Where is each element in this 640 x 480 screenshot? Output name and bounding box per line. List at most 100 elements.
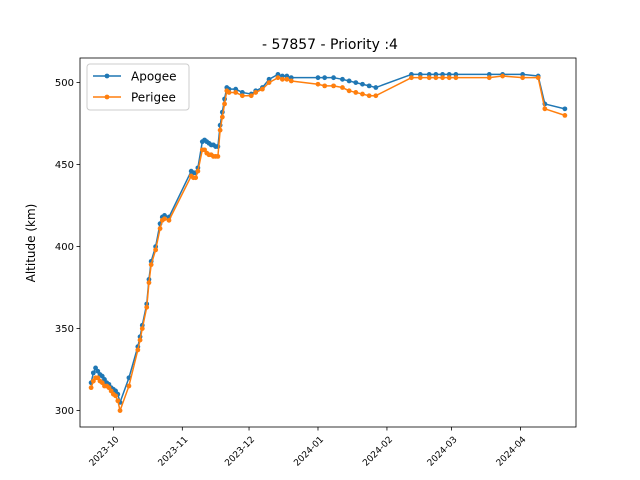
data-point-perigee bbox=[222, 101, 227, 107]
series-layer bbox=[88, 72, 568, 413]
data-point-apogee bbox=[433, 72, 439, 77]
data-point-perigee bbox=[520, 75, 526, 81]
data-point-apogee bbox=[266, 76, 272, 82]
data-point-perigee bbox=[146, 280, 152, 286]
data-point-perigee bbox=[542, 106, 548, 112]
data-point-perigee bbox=[195, 168, 201, 174]
axes-frame bbox=[79, 57, 577, 428]
x-tick-label: 2024-04 bbox=[495, 435, 529, 469]
data-point-apogee bbox=[90, 370, 96, 376]
data-point-apogee bbox=[322, 75, 328, 81]
y-tick-label: 300 bbox=[55, 406, 74, 417]
data-point-apogee bbox=[562, 106, 568, 112]
data-point-apogee bbox=[280, 73, 285, 79]
data-point-perigee bbox=[486, 75, 492, 81]
series-perigee bbox=[88, 73, 568, 413]
data-point-apogee bbox=[353, 80, 359, 85]
data-point-perigee bbox=[417, 75, 423, 81]
data-point-perigee bbox=[409, 75, 414, 81]
data-point-perigee bbox=[446, 75, 452, 81]
data-point-perigee bbox=[217, 127, 223, 133]
data-point-perigee bbox=[239, 93, 245, 99]
data-point-perigee bbox=[331, 83, 336, 89]
legend-item-perigee: Perigee bbox=[93, 91, 176, 105]
data-point-perigee bbox=[440, 75, 445, 81]
x-tick-label: 2023-11 bbox=[157, 435, 191, 469]
data-point-apogee bbox=[453, 72, 459, 77]
legend: Apogee Perigee bbox=[86, 63, 190, 111]
data-point-apogee bbox=[346, 78, 352, 84]
data-point-perigee bbox=[280, 76, 285, 82]
y-tick-label: 500 bbox=[55, 78, 74, 89]
data-point-apogee bbox=[340, 76, 345, 82]
data-point-apogee bbox=[417, 72, 423, 77]
data-point-perigee bbox=[166, 217, 172, 223]
legend-marker bbox=[104, 73, 110, 79]
data-point-perigee bbox=[233, 90, 239, 95]
data-point-perigee bbox=[88, 385, 94, 391]
series-apogee bbox=[88, 72, 568, 405]
data-point-apogee bbox=[409, 72, 414, 77]
data-point-perigee bbox=[346, 88, 352, 94]
chart-title: - 57857 - Priority :4 bbox=[262, 37, 398, 53]
data-point-perigee bbox=[373, 93, 379, 99]
data-point-perigee bbox=[144, 304, 150, 310]
data-point-perigee bbox=[135, 347, 141, 353]
data-point-perigee bbox=[322, 83, 328, 89]
data-point-perigee bbox=[115, 398, 121, 404]
data-point-perigee bbox=[137, 337, 143, 343]
data-point-apogee bbox=[275, 72, 281, 77]
data-point-apogee bbox=[486, 72, 492, 77]
x-tick-label: 2023-12 bbox=[223, 435, 257, 469]
y-tick-label: 400 bbox=[55, 242, 74, 253]
series-line-apogee bbox=[90, 73, 566, 404]
x-tick-label: 2023-10 bbox=[88, 435, 122, 469]
data-point-perigee bbox=[284, 76, 290, 82]
data-point-apogee bbox=[366, 83, 372, 89]
data-point-apogee bbox=[446, 72, 452, 77]
data-point-perigee bbox=[275, 75, 281, 81]
x-tick-label: 2024-02 bbox=[361, 435, 395, 469]
data-point-perigee bbox=[139, 326, 145, 331]
data-point-apogee bbox=[315, 75, 321, 81]
data-point-perigee bbox=[340, 85, 345, 90]
data-point-perigee bbox=[219, 114, 225, 120]
data-point-apogee bbox=[360, 81, 365, 87]
data-point-perigee bbox=[360, 91, 365, 97]
data-point-apogee bbox=[239, 90, 245, 95]
data-point-perigee bbox=[157, 226, 163, 231]
legend-label: Perigee bbox=[131, 91, 176, 105]
data-point-perigee bbox=[433, 75, 439, 81]
legend-label: Apogee bbox=[131, 70, 177, 84]
y-tick-label: 450 bbox=[55, 160, 74, 171]
data-point-perigee bbox=[562, 113, 568, 118]
data-point-perigee bbox=[259, 86, 265, 92]
data-point-perigee bbox=[500, 73, 505, 79]
data-point-perigee bbox=[248, 93, 254, 99]
data-point-perigee bbox=[148, 262, 154, 268]
data-point-perigee bbox=[426, 75, 432, 81]
data-point-perigee bbox=[288, 78, 294, 84]
data-point-perigee bbox=[215, 154, 221, 159]
data-point-apogee bbox=[373, 85, 379, 90]
data-point-perigee bbox=[535, 75, 541, 81]
data-point-perigee bbox=[453, 75, 459, 81]
y-tick-label: 350 bbox=[55, 324, 74, 335]
axes-layer: 300 350 400 450 500 2023-10 2023-11 2023-12 2024… bbox=[55, 57, 577, 469]
data-point-perigee bbox=[253, 90, 259, 95]
y-axis-label: Altitude (km) bbox=[24, 204, 38, 283]
data-point-perigee bbox=[266, 80, 272, 85]
data-point-apogee bbox=[233, 86, 239, 92]
data-point-apogee bbox=[284, 73, 290, 79]
data-point-perigee bbox=[193, 175, 199, 181]
data-point-perigee bbox=[366, 93, 372, 99]
data-point-apogee bbox=[426, 72, 432, 77]
x-tick-label: 2024-03 bbox=[426, 435, 460, 469]
data-point-perigee bbox=[117, 408, 123, 413]
data-point-apogee bbox=[331, 75, 336, 81]
legend-item-apogee: Apogee bbox=[93, 70, 177, 84]
data-point-perigee bbox=[162, 216, 167, 222]
data-point-perigee bbox=[153, 247, 159, 253]
data-point-apogee bbox=[288, 75, 294, 81]
